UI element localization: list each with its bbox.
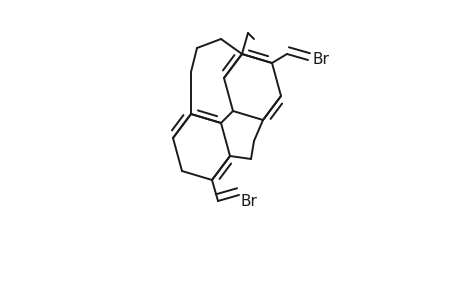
Text: Br: Br (240, 194, 257, 208)
Text: Br: Br (312, 52, 329, 68)
